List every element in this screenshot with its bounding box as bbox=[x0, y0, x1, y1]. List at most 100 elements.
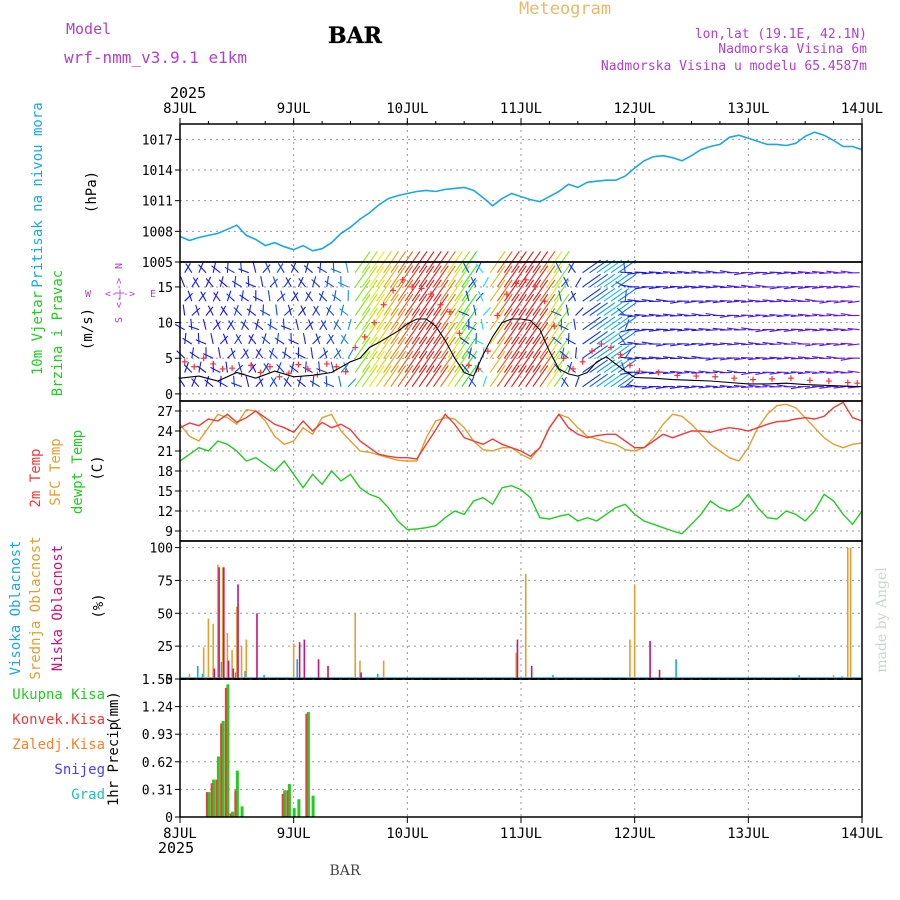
wind-barb bbox=[305, 291, 314, 302]
wind-barb bbox=[241, 349, 249, 359]
wind-barb bbox=[418, 350, 435, 373]
wind-barb bbox=[281, 351, 292, 359]
wind-barb bbox=[188, 325, 200, 331]
wind-barb bbox=[560, 376, 567, 387]
conv-precip-bar bbox=[234, 790, 237, 817]
wind-barb bbox=[748, 357, 761, 361]
wind-barb bbox=[719, 357, 732, 361]
wind-barb bbox=[684, 343, 697, 347]
wind-barb bbox=[627, 272, 640, 275]
total-precip-bar bbox=[235, 770, 239, 817]
wind-barb bbox=[383, 322, 400, 345]
conv-precip-bar bbox=[220, 723, 223, 817]
wind-barb bbox=[532, 365, 549, 388]
wind-barb bbox=[596, 273, 616, 288]
wind-barb bbox=[347, 378, 357, 388]
wind-barb bbox=[397, 350, 414, 373]
wind-barb bbox=[397, 293, 414, 316]
wind-barb bbox=[546, 336, 563, 359]
wind-gust-marker bbox=[607, 344, 614, 351]
wind-barb bbox=[368, 322, 385, 345]
wind-barb bbox=[511, 350, 527, 373]
wind-gust-marker bbox=[248, 362, 255, 369]
wind-barb bbox=[582, 316, 601, 331]
wind-barb bbox=[310, 347, 314, 359]
wind-barb bbox=[226, 320, 234, 330]
y-tick-label: 1011 bbox=[142, 195, 173, 210]
wind-barb bbox=[270, 377, 278, 387]
wind-barb bbox=[397, 336, 414, 359]
wind-barb bbox=[411, 265, 428, 288]
wind-barb bbox=[440, 279, 456, 302]
wind-barb bbox=[624, 319, 630, 330]
wind-barb bbox=[698, 370, 711, 374]
wind-barb bbox=[489, 293, 506, 316]
wind-barb bbox=[719, 299, 732, 302]
wind-barb bbox=[418, 365, 435, 388]
wind-barb bbox=[463, 262, 470, 273]
wind-barb bbox=[662, 371, 675, 375]
wind-barb bbox=[741, 386, 754, 388]
wind-barb bbox=[677, 270, 690, 274]
wind-barb bbox=[354, 279, 371, 302]
wind-barb bbox=[525, 265, 542, 288]
wind-barb bbox=[573, 318, 577, 330]
wind-title-1: 10m Vjetar bbox=[30, 291, 46, 375]
wind-gust-marker bbox=[560, 355, 567, 362]
wind-barb bbox=[790, 272, 803, 275]
wind-barb bbox=[582, 373, 601, 388]
wind-barb bbox=[733, 286, 747, 289]
total-precip-bar bbox=[292, 808, 296, 817]
wind-barb bbox=[648, 271, 661, 274]
wind-barb bbox=[219, 305, 227, 316]
wind-barb bbox=[620, 300, 633, 303]
wind-gust-marker bbox=[655, 369, 662, 376]
wind-barb bbox=[454, 365, 471, 388]
wind-barb bbox=[634, 329, 647, 333]
pressure-line bbox=[179, 131, 863, 252]
wind-barb bbox=[320, 320, 328, 330]
wind-barb bbox=[804, 370, 818, 374]
wind-barb bbox=[340, 334, 349, 345]
wind-barb bbox=[269, 318, 272, 330]
wind-barb bbox=[465, 290, 470, 302]
wind-barb bbox=[354, 350, 371, 373]
wind-barb bbox=[705, 371, 718, 374]
wind-barb bbox=[489, 279, 506, 302]
wind-barb bbox=[383, 365, 400, 388]
wind-barb bbox=[328, 334, 335, 345]
y-tick-label: 0.31 bbox=[142, 783, 173, 798]
wind-barb bbox=[555, 262, 562, 273]
wind-gust-marker bbox=[598, 340, 605, 347]
wind-barb bbox=[404, 350, 421, 373]
wind-barb bbox=[518, 265, 534, 288]
wind-barb bbox=[741, 343, 754, 346]
wind-barb bbox=[468, 347, 472, 359]
wind-barb bbox=[191, 378, 200, 388]
wind-barb bbox=[323, 381, 335, 388]
wind-title-2: Brzina i Pravac bbox=[50, 270, 66, 396]
wind-barb bbox=[347, 318, 352, 330]
wind-barb bbox=[411, 279, 428, 302]
wind-barb bbox=[250, 362, 257, 373]
wind-barb bbox=[518, 322, 534, 345]
wind-gust-marker bbox=[409, 283, 416, 290]
wind-barb bbox=[432, 350, 449, 373]
wind-barb bbox=[317, 266, 328, 274]
station-title: BAR bbox=[328, 23, 383, 49]
wind-barb bbox=[705, 342, 718, 345]
wind-barb bbox=[568, 263, 576, 274]
wind-barb bbox=[191, 347, 195, 359]
wind-barb bbox=[561, 377, 569, 388]
wind-barb bbox=[182, 304, 186, 316]
wind-barb bbox=[655, 328, 668, 331]
wind-barb bbox=[511, 322, 527, 345]
wind-barb bbox=[550, 310, 562, 317]
wind-gust-marker bbox=[617, 351, 624, 358]
wind-barb bbox=[202, 353, 214, 359]
compass-e: E bbox=[150, 289, 156, 300]
wind-barb bbox=[532, 336, 549, 359]
wind-barb bbox=[634, 271, 647, 274]
wind-barb bbox=[262, 362, 269, 373]
